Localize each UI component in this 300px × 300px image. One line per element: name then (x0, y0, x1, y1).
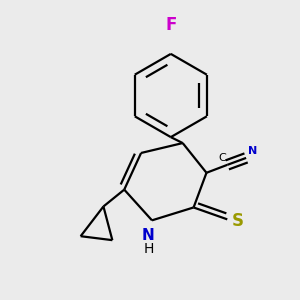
Text: N: N (142, 228, 155, 243)
Text: N: N (248, 146, 257, 156)
Text: H: H (143, 242, 154, 256)
Text: C: C (218, 153, 226, 164)
Text: F: F (165, 16, 176, 34)
Text: S: S (232, 212, 244, 230)
